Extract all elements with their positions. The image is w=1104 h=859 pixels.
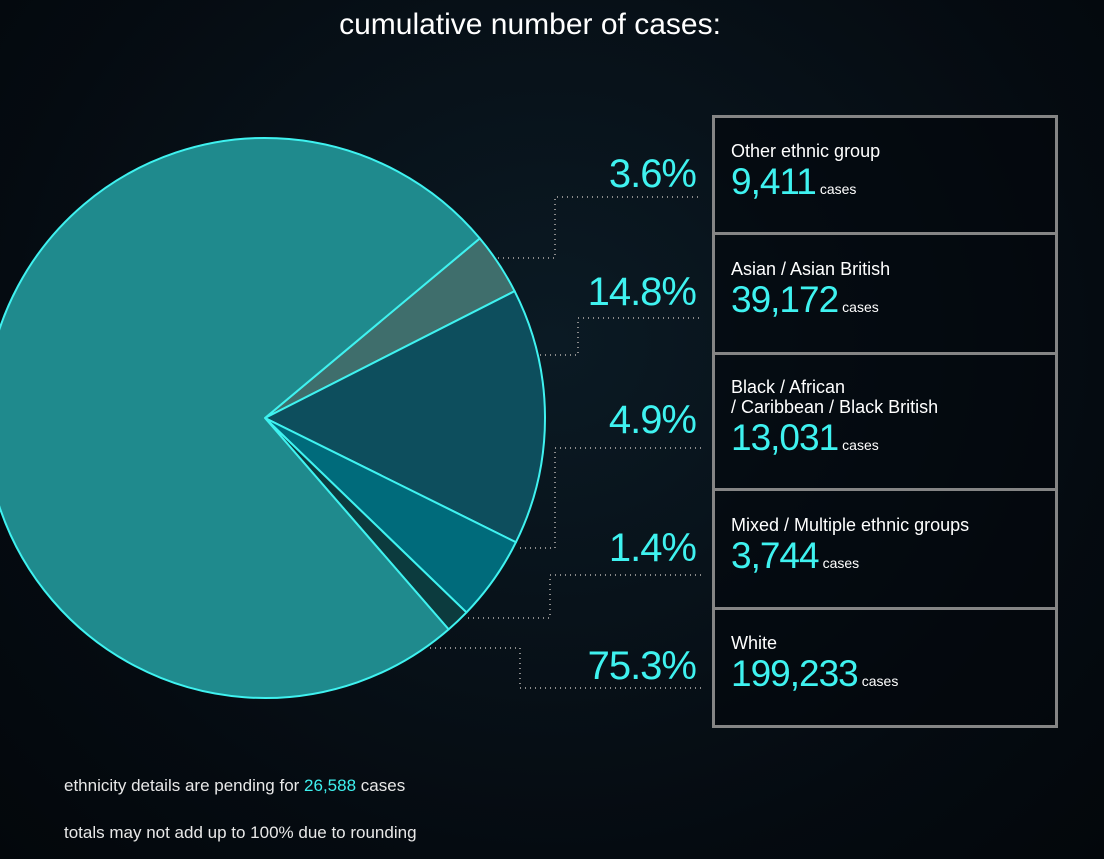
case-number: 39,172 — [731, 279, 839, 320]
legend-box: Black / African / Caribbean / Black Brit… — [712, 352, 1058, 491]
leader-line — [468, 574, 702, 619]
category-name: Black / African / Caribbean / Black Brit… — [731, 377, 939, 417]
footnote: totals may not add up to 100% due to rou… — [64, 823, 417, 842]
category-name: Mixed / Multiple ethnic groups — [731, 514, 970, 535]
legend-box: Other ethnic group 9,411 cases — [712, 115, 1058, 235]
case-unit: cases — [861, 673, 899, 689]
leader-line — [430, 647, 702, 689]
case-unit: cases — [819, 180, 857, 197]
leaders — [430, 196, 702, 689]
case-count: 39,172 cases — [731, 279, 1055, 328]
percent-label: 1.4% — [608, 525, 697, 570]
percent-label: 3.6% — [608, 151, 697, 196]
case-count: 13,031 cases — [731, 417, 1055, 466]
case-number: 13,031 — [731, 417, 839, 458]
chart-title: cumulative number of cases: — [339, 8, 721, 41]
category-name: Asian / Asian British — [731, 259, 891, 279]
pie-slice — [264, 290, 546, 544]
legend-box: White 199,233 cases — [712, 607, 1058, 728]
leader-line — [520, 447, 702, 549]
footnote: ethnicity details are pending for 26,588… — [64, 773, 405, 799]
pie — [0, 137, 546, 699]
case-number: 3,744 — [731, 534, 820, 576]
case-number: 9,411 — [731, 160, 817, 202]
case-count: 9,411 cases — [731, 161, 1055, 210]
legend-box: Mixed / Multiple ethnic groups 3,744 cases — [712, 488, 1058, 610]
legend-box: Asian / Asian British 39,172 cases — [712, 232, 1058, 355]
category-name: White — [731, 633, 778, 653]
case-count: 3,744 cases — [731, 535, 1055, 584]
pending-count: 26,588 — [304, 776, 357, 795]
footnote-text: ethnicity details are pending for — [64, 776, 300, 795]
pie-slice — [0, 137, 481, 699]
percent-label: 4.9% — [608, 398, 697, 442]
case-unit: cases — [842, 437, 879, 453]
case-unit: cases — [842, 299, 879, 315]
footnote-text: cases — [360, 776, 406, 795]
leader-line — [540, 317, 702, 356]
percent-label: 14.8% — [587, 270, 697, 314]
case-count: 199,233 cases — [731, 653, 1055, 702]
case-number: 199,233 — [731, 653, 859, 694]
category-name: Other ethnic group — [731, 140, 881, 161]
percent-label: 75.3% — [587, 644, 697, 688]
leader-line — [498, 196, 702, 259]
case-unit: cases — [822, 554, 860, 571]
